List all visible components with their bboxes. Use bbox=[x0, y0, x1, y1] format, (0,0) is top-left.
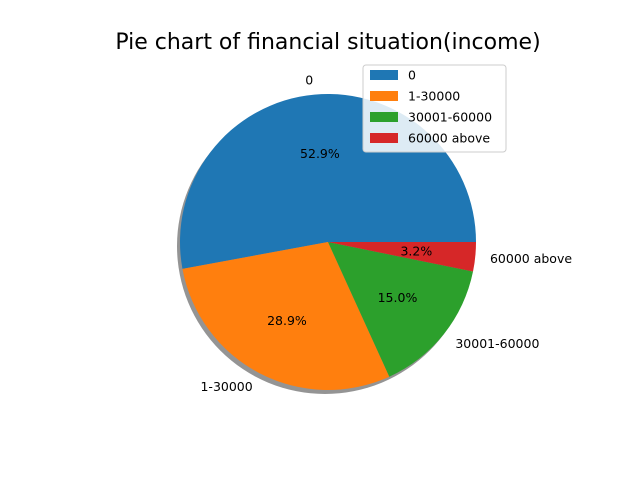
slice-label-30001-60000: 30001-60000 bbox=[455, 336, 539, 351]
legend-swatch-0 bbox=[370, 70, 398, 80]
slice-label-0: 0 bbox=[305, 72, 313, 87]
slice-label-1-30000: 1-30000 bbox=[200, 379, 252, 394]
pct-label-60000-above: 3.2% bbox=[400, 243, 432, 258]
pie-slice-1-30000 bbox=[182, 242, 390, 390]
pct-label-0: 52.9% bbox=[300, 146, 340, 161]
pct-label-1-30000: 28.9% bbox=[267, 313, 307, 328]
pie-slice-30001-60000 bbox=[328, 242, 474, 377]
pie-slice-60000-above bbox=[328, 242, 476, 272]
pct-label-30001-60000: 15.0% bbox=[378, 290, 418, 305]
legend-label-0: 0 bbox=[408, 68, 416, 83]
legend: 0 1-30000 30001-60000 60000 above bbox=[362, 64, 507, 153]
legend-label-30001-60000: 30001-60000 bbox=[408, 110, 492, 125]
legend-label-60000-above: 60000 above bbox=[408, 131, 490, 146]
legend-swatch-1-30000 bbox=[370, 91, 398, 101]
slice-label-60000-above: 60000 above bbox=[490, 251, 572, 266]
legend-label-1-30000: 1-30000 bbox=[408, 89, 460, 104]
legend-frame bbox=[362, 64, 507, 153]
legend-swatch-60000-above bbox=[370, 133, 398, 143]
chart-title: Pie chart of financial situation(income) bbox=[115, 30, 540, 55]
pie-labels: 0 52.9% 1-30000 28.9% 30001-60000 15.0% 60000 … bbox=[200, 72, 572, 393]
legend-swatch-30001-60000 bbox=[370, 112, 398, 122]
